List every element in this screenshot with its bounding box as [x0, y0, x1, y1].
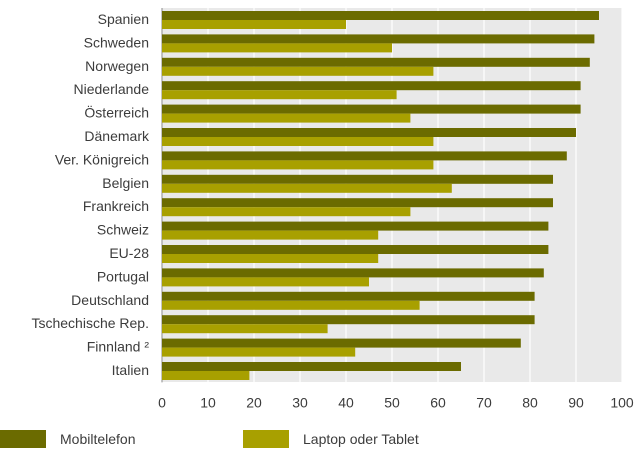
x-tick-label-20: 20: [246, 394, 262, 410]
bar-mobiltelefon-belgien: [162, 174, 553, 184]
category-label-finnland: Finnland ²: [87, 339, 150, 355]
category-label-norwegen: Norwegen: [85, 58, 149, 74]
category-label-ver-konigreich: Ver. Königreich: [55, 151, 149, 167]
category-labels: Spanien Schweden Norwegen Niederlande Österr…: [31, 11, 150, 378]
x-tick-label-70: 70: [476, 394, 492, 410]
category-label-spanien: Spanien: [98, 11, 149, 27]
bar-laptop-oder-tablet-niederlande: [162, 90, 397, 100]
bar-laptop-oder-tablet-tschechische-rep: [162, 324, 328, 334]
bar-laptop-oder-tablet-spanien: [162, 20, 346, 29]
bar-mobiltelefon-finnland: [162, 338, 521, 348]
category-label-italien: Italien: [112, 362, 149, 378]
bar-laptop-oder-tablet-deutschland: [162, 300, 420, 310]
legend-label-laptop-oder-tablet: Laptop oder Tablet: [303, 431, 419, 447]
x-tick-label-80: 80: [522, 394, 538, 410]
bar-mobiltelefon-niederlande: [162, 81, 581, 91]
legend-swatch-mobiltelefon: [0, 430, 46, 448]
bar-mobiltelefon-schweden: [162, 34, 595, 44]
bar-laptop-oder-tablet-portugal: [162, 277, 369, 287]
bar-laptop-oder-tablet-ver-konigreich: [162, 160, 434, 170]
x-tick-label-60: 60: [430, 394, 446, 410]
bars: [162, 11, 599, 380]
category-label-eu-28: EU-28: [109, 245, 149, 261]
bar-mobiltelefon-tschechische-rep: [162, 315, 535, 325]
category-label-portugal: Portugal: [97, 268, 149, 284]
category-label-belgien: Belgien: [102, 175, 149, 191]
x-tick-label-90: 90: [568, 394, 584, 410]
x-tick-label-40: 40: [338, 394, 354, 410]
bar-mobiltelefon-portugal: [162, 268, 544, 278]
bar-laptop-oder-tablet-frankreich: [162, 207, 411, 217]
bar-mobiltelefon-eu-28: [162, 245, 549, 254]
bar-mobiltelefon-spanien: [162, 11, 599, 20]
bar-mobiltelefon-italien: [162, 362, 461, 371]
bar-laptop-oder-tablet-belgien: [162, 183, 452, 193]
bar-laptop-oder-tablet-osterreich: [162, 113, 411, 123]
category-label-danemark: Dänemark: [84, 128, 150, 144]
category-label-frankreich: Frankreich: [83, 198, 149, 214]
legend-item-mobiltelefon: Mobiltelefon: [0, 430, 136, 448]
bar-mobiltelefon-deutschland: [162, 291, 535, 301]
category-label-tschechische-rep: Tschechische Rep.: [31, 315, 149, 331]
category-label-schweiz: Schweiz: [97, 222, 149, 238]
category-label-osterreich: Österreich: [84, 104, 149, 121]
bar-mobiltelefon-ver-konigreich: [162, 151, 567, 161]
legend: Mobiltelefon Laptop oder Tablet: [0, 430, 640, 453]
bar-chart: Spanien Schweden Norwegen Niederlande Österr…: [31, 8, 634, 410]
x-tick-labels: 0 10 20 30 40 50 60 70 80 90 100: [158, 394, 634, 410]
category-label-schweden: Schweden: [84, 34, 149, 50]
x-tick-label-100: 100: [610, 394, 634, 410]
bar-laptop-oder-tablet-schweiz: [162, 230, 379, 240]
legend-swatch-laptop-oder-tablet: [243, 430, 289, 448]
category-label-niederlande: Niederlande: [74, 81, 150, 97]
x-tick-label-10: 10: [200, 394, 216, 410]
x-tick-label-50: 50: [384, 394, 400, 410]
bar-mobiltelefon-frankreich: [162, 198, 553, 208]
bar-mobiltelefon-danemark: [162, 128, 576, 137]
bar-mobiltelefon-norwegen: [162, 57, 590, 67]
bar-laptop-oder-tablet-danemark: [162, 137, 434, 146]
category-label-deutschland: Deutschland: [71, 292, 149, 308]
legend-item-laptop-oder-tablet: Laptop oder Tablet: [243, 430, 419, 448]
bar-mobiltelefon-osterreich: [162, 104, 581, 114]
bar-laptop-oder-tablet-schweden: [162, 43, 392, 53]
bar-laptop-oder-tablet-italien: [162, 371, 250, 380]
x-tick-label-30: 30: [292, 394, 308, 410]
x-tick-label-0: 0: [158, 394, 166, 410]
bar-mobiltelefon-schweiz: [162, 221, 549, 231]
bar-laptop-oder-tablet-finnland: [162, 347, 356, 357]
bar-laptop-oder-tablet-eu-28: [162, 254, 379, 263]
legend-label-mobiltelefon: Mobiltelefon: [60, 431, 136, 447]
bar-laptop-oder-tablet-norwegen: [162, 66, 434, 76]
